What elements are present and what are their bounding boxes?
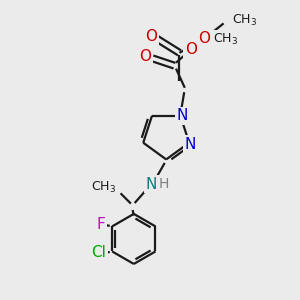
Text: O: O (185, 42, 197, 57)
Text: F: F (97, 218, 105, 232)
Text: O: O (199, 31, 211, 46)
Text: H: H (159, 177, 169, 191)
Text: N: N (176, 108, 188, 123)
Text: O: O (139, 50, 151, 64)
Text: N: N (185, 137, 196, 152)
Text: CH$_3$: CH$_3$ (91, 180, 116, 195)
Text: N: N (146, 177, 157, 192)
Text: CH$_3$: CH$_3$ (213, 32, 238, 47)
Text: CH$_3$: CH$_3$ (232, 13, 258, 28)
Text: O: O (146, 29, 158, 44)
Text: Cl: Cl (92, 245, 106, 260)
